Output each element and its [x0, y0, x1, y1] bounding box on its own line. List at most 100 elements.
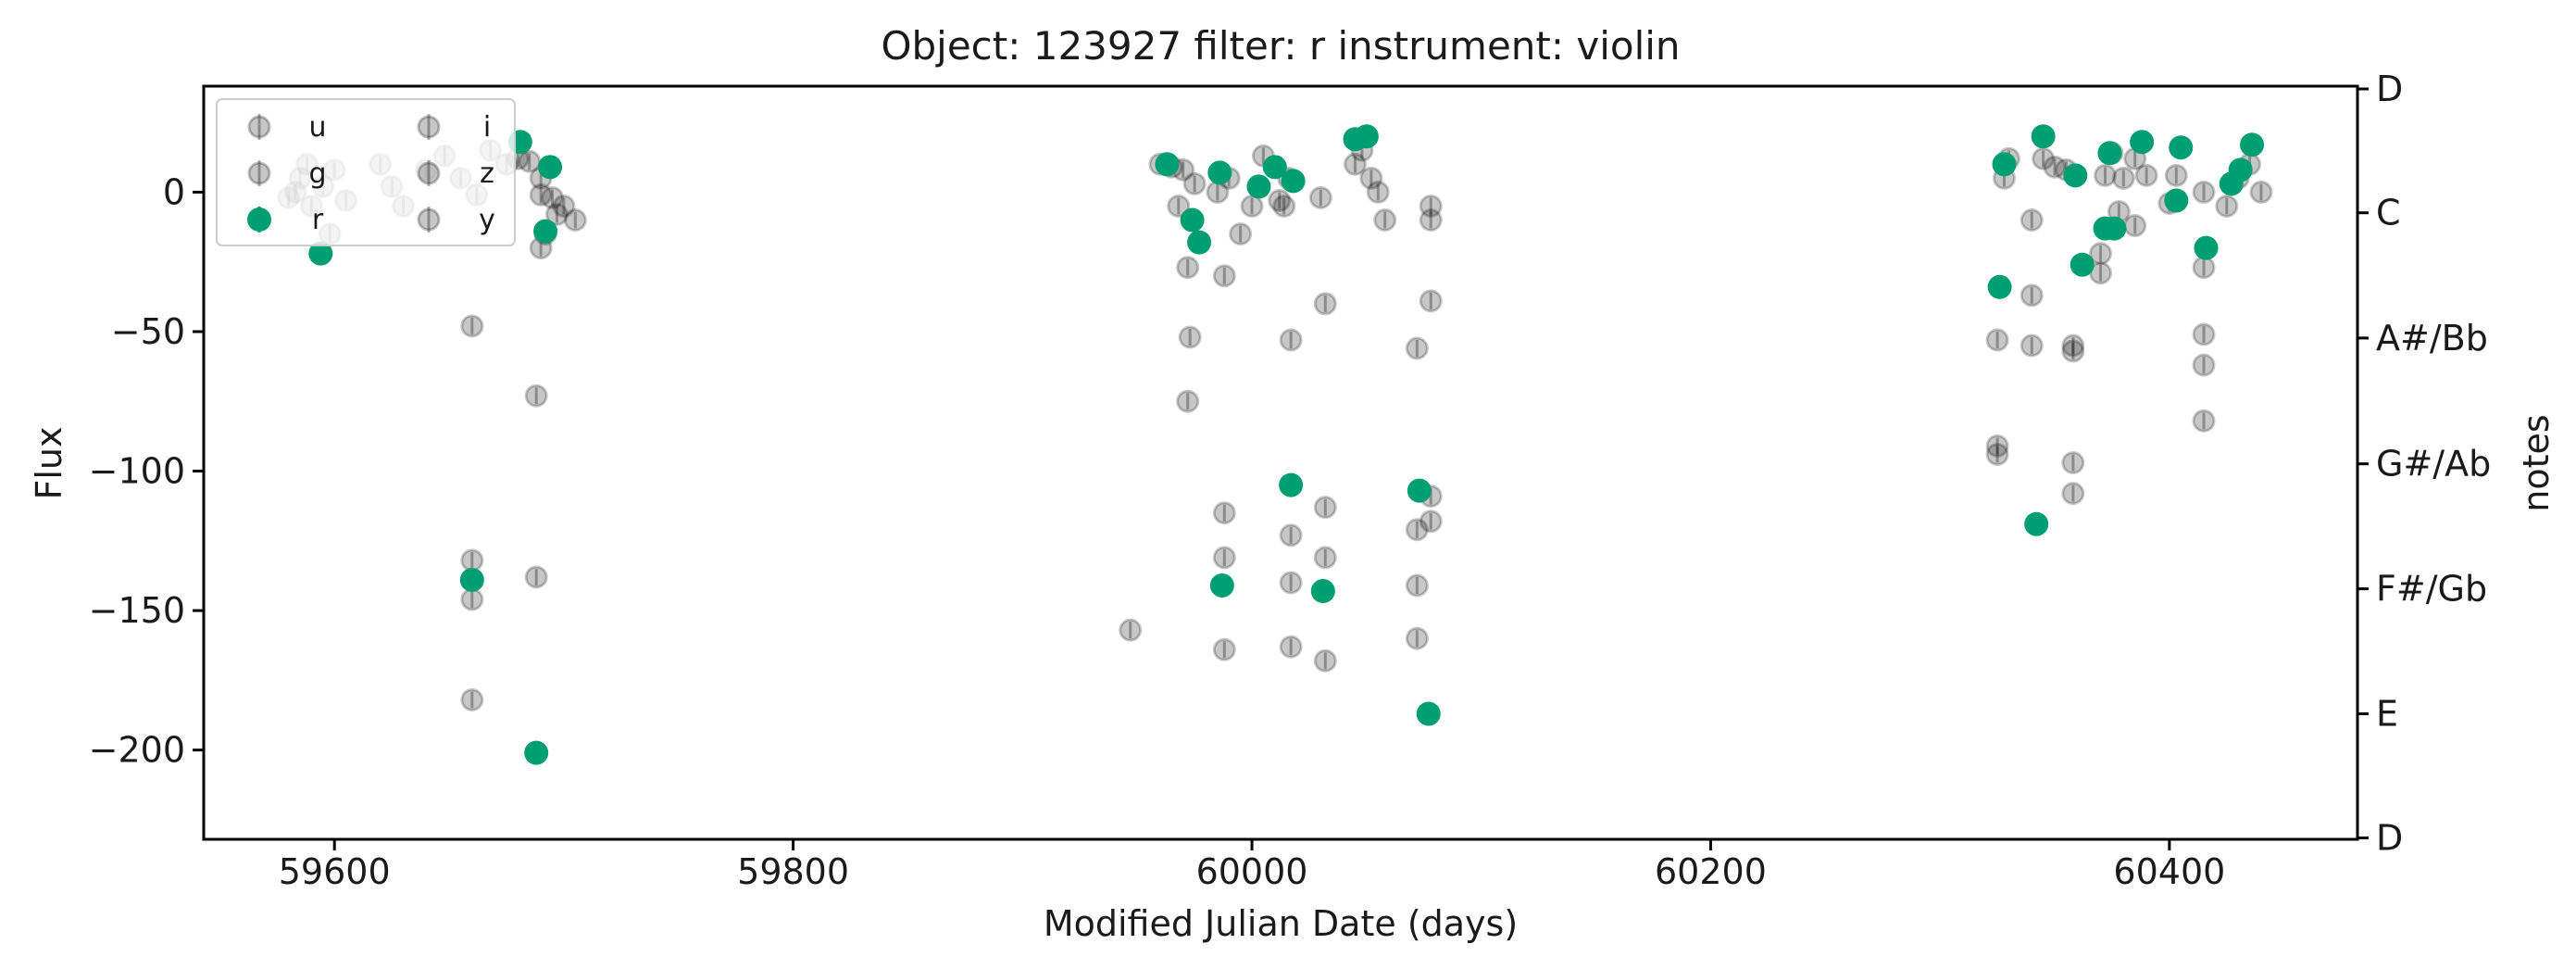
data-point-other — [2089, 242, 2113, 266]
data-point-r — [1992, 152, 2017, 177]
legend: ugr izy — [216, 98, 516, 246]
notes-tick-label: C — [2376, 193, 2401, 233]
y-axis: 0 −50 −100 −150 −200 — [89, 171, 204, 771]
data-point-r — [2130, 130, 2155, 155]
y-tick-label: 0 — [163, 171, 185, 212]
notes-tick-label: A#/Bb — [2376, 318, 2488, 359]
data-point-other — [460, 587, 484, 611]
legend-label: i — [483, 111, 491, 144]
data-point-other — [2061, 333, 2085, 358]
legend-entry: u — [247, 111, 327, 144]
data-point-r — [1310, 579, 1335, 604]
data-point-r — [2063, 163, 2088, 188]
data-point-other — [2020, 208, 2044, 233]
data-point-other — [1359, 166, 1383, 190]
data-point-r — [1155, 152, 1180, 177]
data-point-other — [1419, 289, 1443, 313]
data-point-r — [1281, 169, 1306, 194]
data-point-other — [460, 548, 484, 573]
legend-label: r — [312, 204, 324, 236]
data-point-r — [1207, 160, 1232, 185]
data-point-other — [541, 185, 565, 209]
data-point-r — [524, 740, 549, 765]
data-point-r — [1209, 573, 1234, 598]
x-tick-label: 59600 — [279, 851, 391, 892]
y-tick-label: −50 — [111, 311, 185, 352]
data-point-r — [2070, 252, 2095, 277]
data-point-other — [2020, 333, 2044, 358]
data-point-r — [1416, 701, 1441, 726]
data-point-other — [1313, 546, 1337, 570]
x-axis: 59600 59800 60000 60200 60400 — [279, 839, 2225, 892]
notes-tick-label: D — [2376, 817, 2403, 858]
data-point-r — [2228, 157, 2253, 182]
data-point-r — [1246, 174, 1271, 199]
data-point-other — [2192, 180, 2216, 204]
data-markers — [277, 124, 2273, 765]
data-point-other — [1279, 635, 1303, 659]
data-point-other — [1344, 152, 1368, 176]
data-point-other — [544, 203, 569, 227]
data-point-other — [524, 565, 548, 589]
data-point-r — [308, 241, 333, 266]
data-point-other — [563, 208, 587, 233]
data-point-other — [1985, 442, 2009, 466]
data-point-r — [2240, 132, 2265, 157]
data-point-other — [1279, 328, 1303, 352]
data-point-other — [1167, 194, 1191, 218]
data-point-r — [2169, 135, 2194, 160]
data-point-r — [533, 219, 558, 244]
legend-frame — [216, 98, 516, 246]
data-point-other — [1279, 523, 1303, 547]
data-point-other — [2061, 451, 2085, 474]
data-point-other — [2192, 409, 2216, 433]
data-point-other — [1212, 546, 1236, 570]
data-point-r — [1279, 472, 1304, 497]
y-tick-label: −100 — [89, 451, 185, 492]
data-point-other — [1419, 194, 1443, 218]
x-tick-label: 59800 — [737, 851, 849, 892]
data-point-other — [1182, 171, 1207, 195]
data-point-r — [1180, 208, 1205, 233]
data-point-other — [552, 194, 576, 218]
chart-title: Object: 123927 filter: r instrument: vio… — [881, 23, 1680, 69]
data-point-other — [1405, 336, 1429, 360]
notes-axis-label: notes — [2516, 414, 2557, 511]
data-point-r — [2164, 188, 2189, 213]
data-point-other — [2032, 146, 2056, 170]
data-point-r — [2194, 235, 2219, 260]
notes-tick-label: F#/Gb — [2376, 569, 2487, 610]
data-point-other — [1268, 188, 1292, 212]
data-point-other — [1279, 571, 1303, 595]
data-point-other — [460, 687, 484, 711]
y-tick-label: −150 — [89, 590, 185, 631]
legend-entry: r — [247, 204, 324, 236]
data-point-other — [1229, 222, 1253, 246]
data-point-other — [2111, 166, 2135, 190]
data-point-other — [1419, 208, 1443, 233]
data-point-other — [529, 182, 553, 207]
notes-tick-label: G#/Ab — [2376, 444, 2491, 484]
data-point-other — [2134, 163, 2158, 187]
data-point-other — [1366, 180, 1390, 204]
x-tick-label: 60400 — [2113, 851, 2225, 892]
data-point-other — [1985, 434, 2009, 458]
data-point-other — [1405, 626, 1429, 650]
notes-axis: D C A#/Bb G#/Ab F#/Gb E D — [2357, 69, 2491, 858]
legend-entry: g — [247, 157, 327, 190]
data-point-other — [1212, 264, 1236, 288]
data-point-r — [2031, 124, 2056, 149]
y-tick-label: −200 — [89, 730, 185, 771]
data-point-other — [2043, 155, 2067, 179]
data-point-other — [2020, 283, 2044, 308]
legend-label: u — [308, 111, 326, 144]
legend-entry: z — [417, 157, 494, 190]
data-point-r — [1187, 230, 1212, 255]
data-point-other — [2061, 482, 2085, 506]
data-point-other — [1119, 618, 1143, 642]
data-point-other — [1212, 637, 1236, 661]
data-point-r — [1407, 478, 1432, 503]
data-point-other — [1313, 292, 1337, 316]
legend-label: g — [308, 157, 326, 190]
data-point-other — [2164, 163, 2188, 187]
